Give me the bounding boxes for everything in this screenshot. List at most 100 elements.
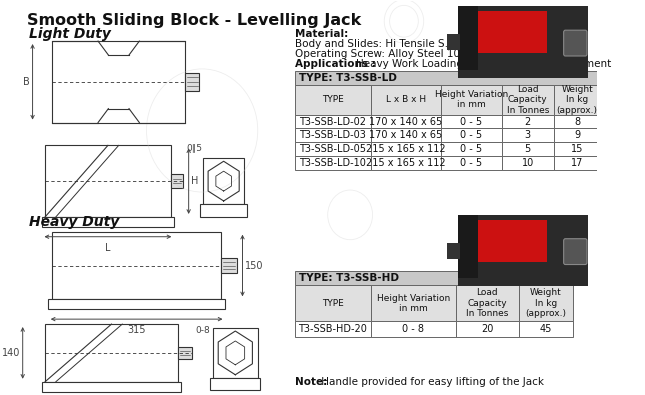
Bar (295, 156, 371, 170)
Text: 2: 2 (524, 117, 531, 126)
Text: Heavy Work Loading, Precise Height  Adjustment: Heavy Work Loading, Precise Height Adjus… (355, 59, 611, 69)
Text: 9: 9 (574, 130, 580, 141)
Text: 0 - 8: 0 - 8 (402, 324, 424, 334)
Text: 170 x 140 x 65: 170 x 140 x 65 (369, 117, 442, 126)
Bar (52, 41, 185, 122)
Bar (45, 145, 171, 217)
Text: 0 - 5: 0 - 5 (460, 130, 482, 141)
Bar (476, 220, 548, 261)
Bar (476, 11, 548, 53)
Bar (554, 128, 600, 142)
Text: H: H (192, 176, 199, 186)
Text: T3-SSB-LD-02: T3-SSB-LD-02 (299, 117, 366, 126)
Bar (447, 243, 460, 259)
Bar (171, 174, 183, 188)
Text: 17: 17 (571, 158, 583, 168)
Bar (201, 204, 247, 217)
Bar (502, 156, 554, 170)
Bar (295, 285, 371, 321)
Text: 0 - 5: 0 - 5 (460, 117, 482, 126)
Bar (502, 85, 554, 115)
Bar (554, 142, 600, 156)
Text: Light Duty: Light Duty (29, 27, 111, 41)
Bar (502, 128, 554, 142)
Text: Heavy Duty: Heavy Duty (29, 215, 119, 229)
Text: Smooth Sliding Block - Levelling Jack: Smooth Sliding Block - Levelling Jack (27, 13, 361, 28)
Bar (441, 85, 502, 115)
Bar (213, 328, 258, 378)
Bar (371, 85, 441, 115)
Bar (295, 321, 371, 337)
Text: L: L (105, 243, 111, 253)
Bar (441, 115, 502, 128)
Text: 140: 140 (2, 348, 20, 358)
Text: TYPE: T3-SSB-LD: TYPE: T3-SSB-LD (299, 73, 397, 83)
Bar (441, 128, 502, 142)
Text: Weight
In kg
(approx.): Weight In kg (approx.) (557, 85, 598, 115)
Bar (458, 6, 477, 70)
Bar (295, 128, 371, 142)
Text: T3-SSB-LD-03: T3-SSB-LD-03 (299, 130, 366, 141)
Text: T3-SSB-HD-20: T3-SSB-HD-20 (298, 324, 367, 334)
Bar (456, 321, 519, 337)
FancyBboxPatch shape (564, 30, 587, 56)
Text: Applications :: Applications : (295, 59, 379, 69)
Text: Operating Screw: Alloy Steel 10.9 Grade: Operating Screw: Alloy Steel 10.9 Grade (295, 49, 504, 59)
Bar (371, 321, 456, 337)
Text: 45: 45 (539, 324, 552, 334)
Text: B: B (23, 77, 30, 87)
Bar (502, 142, 554, 156)
Text: TYPE: TYPE (322, 95, 344, 104)
Text: 215 x 165 x 112: 215 x 165 x 112 (366, 158, 446, 168)
Text: Body and Slides: Hi Tensile S.G. Iron: Body and Slides: Hi Tensile S.G. Iron (295, 39, 482, 49)
Bar (554, 85, 600, 115)
Bar (371, 142, 441, 156)
Text: 170 x 140 x 65: 170 x 140 x 65 (369, 130, 442, 141)
Bar (295, 115, 371, 128)
Text: 15: 15 (571, 144, 583, 154)
Text: 0-8: 0-8 (196, 326, 210, 335)
Bar (203, 158, 244, 204)
Text: 5: 5 (524, 144, 531, 154)
Bar (458, 6, 588, 78)
Text: 0 - 5: 0 - 5 (460, 144, 482, 154)
Text: Handle provided for easy lifting of the Jack: Handle provided for easy lifting of the … (318, 377, 544, 387)
Bar (458, 215, 477, 278)
Bar (519, 285, 573, 321)
Text: Height Variation
in mm: Height Variation in mm (435, 90, 508, 109)
Text: Load
Capacity
In Tonnes: Load Capacity In Tonnes (466, 288, 508, 318)
Text: L x B x H: L x B x H (386, 95, 426, 104)
Text: Height Variation
in mm: Height Variation in mm (377, 293, 450, 313)
Bar (371, 115, 441, 128)
Bar (371, 156, 441, 170)
Text: 0 - 5: 0 - 5 (460, 158, 482, 168)
Bar (45, 324, 178, 382)
Bar (371, 128, 441, 142)
Text: 8: 8 (574, 117, 580, 126)
Text: T3-SSB-LD-10: T3-SSB-LD-10 (299, 158, 366, 168)
Text: Weight
In kg
(approx.): Weight In kg (approx.) (525, 288, 566, 318)
Text: TYPE: T3-SSB-HD: TYPE: T3-SSB-HD (299, 273, 399, 284)
Text: 150: 150 (245, 261, 264, 271)
Bar (441, 142, 502, 156)
Bar (295, 85, 371, 115)
Bar (502, 115, 554, 128)
Bar (295, 142, 371, 156)
Text: 215 x 165 x 112: 215 x 165 x 112 (366, 144, 446, 154)
Bar (210, 378, 261, 389)
Bar (221, 258, 237, 273)
Bar (52, 232, 221, 299)
Bar (295, 271, 573, 285)
Bar (458, 215, 588, 286)
Bar (48, 299, 226, 309)
Bar (178, 347, 192, 359)
Bar (295, 71, 600, 85)
Bar (41, 217, 174, 227)
Bar (441, 156, 502, 170)
FancyBboxPatch shape (564, 239, 587, 265)
Text: Material:: Material: (295, 29, 348, 39)
Text: Note:: Note: (295, 377, 327, 387)
Bar (554, 156, 600, 170)
Bar (41, 382, 181, 391)
Text: 10: 10 (522, 158, 534, 168)
